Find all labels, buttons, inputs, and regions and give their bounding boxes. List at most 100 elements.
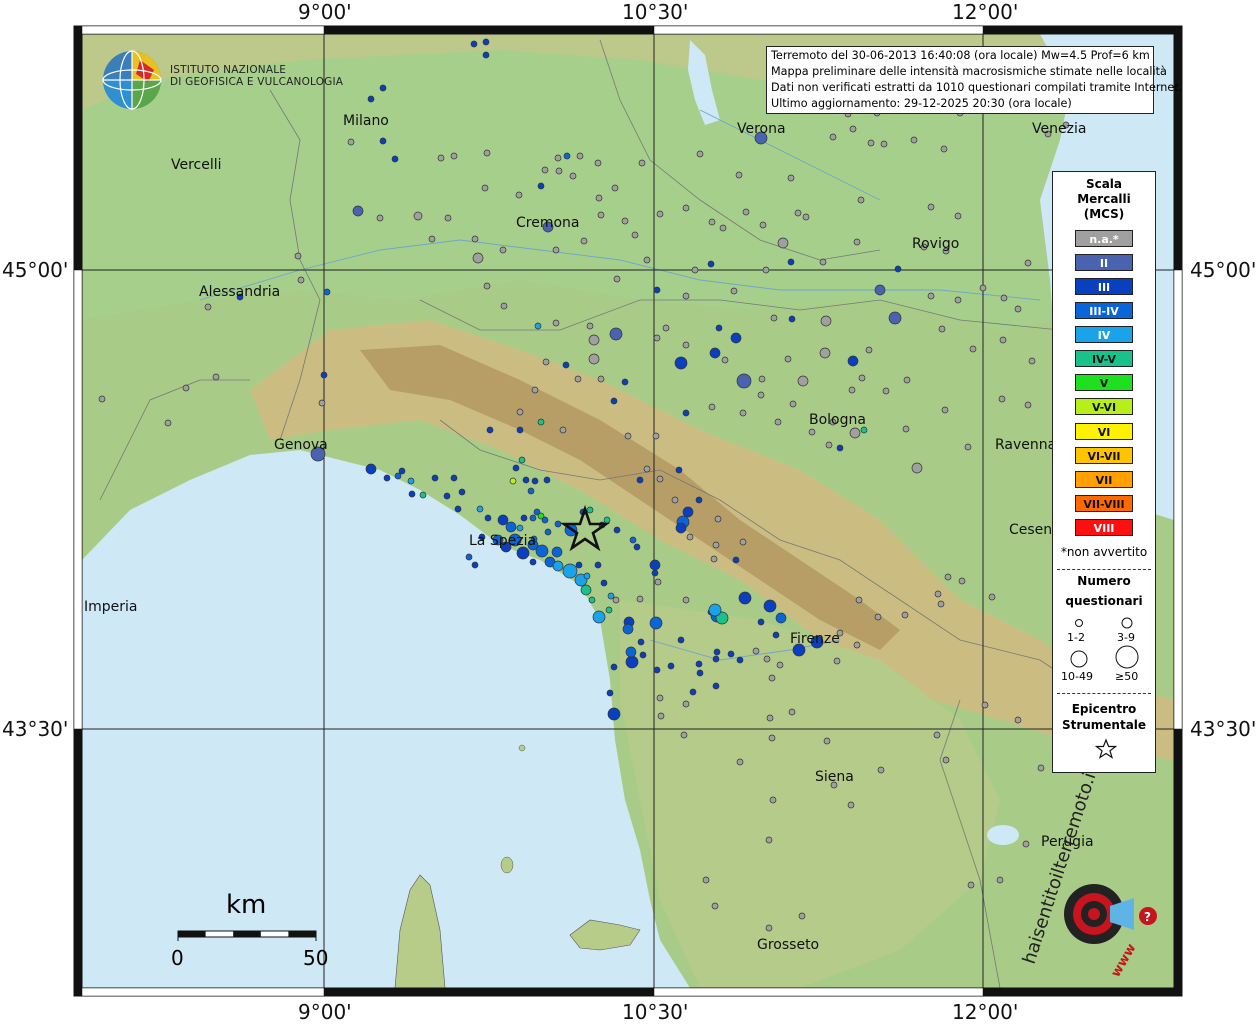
intensity-point [595, 194, 603, 202]
intensity-point [742, 208, 750, 216]
intensity-point [696, 669, 704, 677]
intensity-point [765, 836, 773, 844]
intensity-point [636, 595, 644, 603]
intensity-point [576, 152, 584, 160]
intensity-point [942, 247, 950, 255]
intensity-point [849, 427, 861, 439]
city-label: Genova [274, 437, 328, 453]
intensity-point [1044, 130, 1052, 138]
intensity-point [765, 924, 773, 932]
legend-swatch: II [1075, 254, 1133, 271]
intensity-point [458, 488, 466, 496]
info-line: Terremoto del 30-06-2013 16:40:08 (ora l… [771, 49, 1150, 62]
intensity-point [901, 611, 909, 619]
intensity-point [738, 591, 752, 605]
intensity-point [682, 204, 690, 212]
intensity-point [98, 395, 106, 403]
intensity-point [940, 145, 948, 153]
intensity-point [882, 387, 890, 395]
legend-swatch: III-IV [1075, 302, 1133, 319]
intensity-point [554, 154, 562, 162]
intensity-point [310, 446, 326, 462]
intensity-point [516, 546, 530, 560]
region-borders [99, 39, 1101, 988]
intensity-point [721, 356, 729, 364]
intensity-point [575, 561, 583, 569]
intensity-point [758, 375, 766, 383]
intensity-point [569, 172, 577, 180]
intensity-point [379, 84, 387, 92]
epicenter-title: Epicentro [1071, 702, 1137, 716]
intensity-point [653, 666, 661, 674]
city-label: Perugia [1041, 834, 1094, 850]
intensity-point [613, 526, 621, 534]
intensity-point [766, 714, 774, 722]
lat-label: 43°30' [2, 717, 69, 741]
intensity-point [638, 159, 646, 167]
intensity-point [509, 477, 517, 485]
city-label: Alessandria [199, 284, 280, 300]
intensity-point [808, 428, 816, 436]
intensity-point [656, 475, 664, 483]
help-badge: ? [1144, 910, 1151, 924]
intensity-point [607, 592, 615, 600]
intensity-point [969, 345, 977, 353]
intensity-point [858, 374, 866, 382]
intensity-point [552, 560, 564, 572]
intensity-point [625, 655, 639, 669]
lon-label: 10°30' [622, 0, 689, 24]
intensity-point [419, 491, 427, 499]
intensity-point [715, 324, 723, 332]
intensity-point [735, 171, 743, 179]
intensity-point [981, 701, 989, 709]
scale-bar [177, 930, 317, 941]
intensity-point [559, 426, 567, 434]
intensity-point [825, 441, 833, 449]
city-label: Milano [343, 113, 389, 129]
intensity-point [531, 477, 539, 485]
intensity-point [920, 243, 928, 251]
intensity-point [732, 556, 740, 564]
intensity-point [609, 327, 623, 341]
intensity-point [680, 731, 688, 739]
scale-min: 0 [171, 946, 184, 970]
intensity-point [164, 419, 172, 427]
institute-line: ISTITUTO NAZIONALE [170, 64, 287, 76]
intensity-point [563, 152, 571, 160]
intensity-point [941, 406, 949, 414]
intensity-point [522, 476, 530, 484]
legend-swatch: n.a.* [1075, 230, 1133, 247]
intensity-point [492, 534, 504, 546]
size-label: 3-9 [1117, 631, 1135, 644]
intensity-point [465, 553, 473, 561]
intensity-point [996, 876, 1004, 884]
intensity-point [788, 708, 796, 716]
intensity-point [625, 646, 637, 658]
intensity-point [365, 463, 377, 475]
intensity-point [708, 218, 716, 226]
intensity-point [483, 149, 491, 157]
intensity-point [910, 136, 918, 144]
intensity-point [347, 138, 355, 146]
intensity-point [880, 140, 888, 148]
intensity-point [847, 801, 855, 809]
intensity-points [98, 38, 1070, 932]
intensity-point [657, 712, 665, 720]
intensity-point [769, 796, 777, 804]
intensity-point [586, 322, 594, 330]
intensity-point [454, 505, 462, 513]
intensity-point [787, 258, 795, 266]
intensity-point [736, 656, 744, 664]
intensity-point [527, 487, 535, 495]
intensity-point [810, 635, 824, 649]
intensity-point [407, 477, 415, 485]
intensity-point [649, 559, 661, 571]
intensity-point [603, 516, 611, 524]
intensity-point [776, 661, 784, 669]
intensity-point [988, 593, 996, 601]
intensity-point [643, 256, 651, 264]
intensity-point [541, 516, 549, 524]
intensity-point [482, 38, 490, 46]
intensity-point [696, 150, 704, 158]
intensity-point [836, 629, 844, 637]
